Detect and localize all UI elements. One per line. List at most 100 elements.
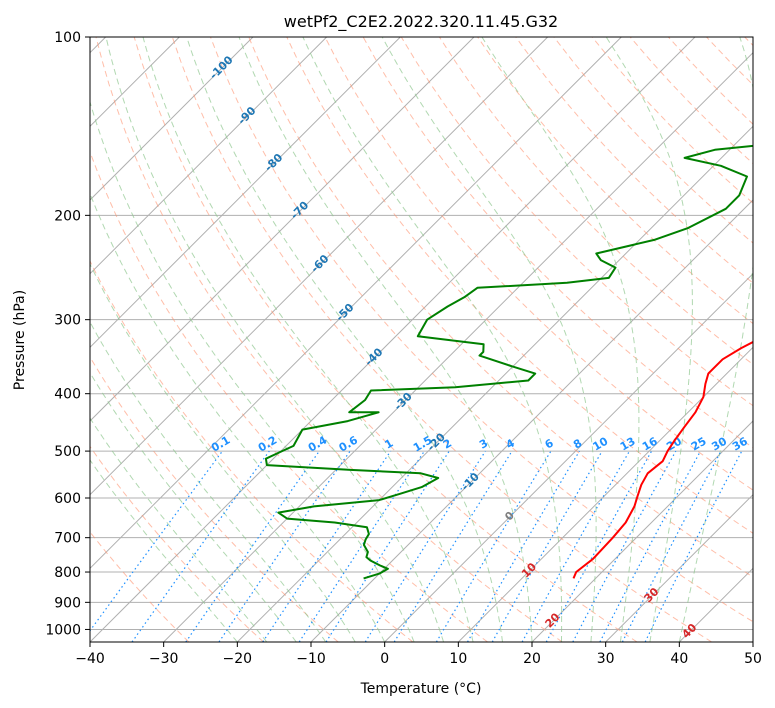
isotherm-label: -100 [207, 53, 236, 82]
isotherm-label: -80 [262, 151, 285, 174]
mixing-ratio-line [90, 450, 223, 632]
plot-frame [89, 36, 754, 643]
temperature-profile-line [572, 340, 753, 579]
moist-adiabat [90, 262, 356, 642]
dry-adiabat [248, 37, 753, 578]
moist-adiabat [90, 192, 386, 642]
dry-adiabat [438, 37, 753, 366]
x-tick-label: −30 [149, 651, 179, 667]
mixing-ratio-line [393, 450, 513, 642]
background-lines: 0.1 0.2 0.4 0.6 1 1.5 2 3 4 6 8 10 13 16 20 25 30 36-100-… [90, 37, 753, 642]
dry-adiabat [90, 531, 190, 642]
x-tick-label: 0 [380, 651, 389, 667]
isotherm-line [90, 37, 622, 570]
dry-adiabat [668, 37, 753, 125]
moist-adiabat [90, 417, 268, 642]
mixing-ratio-line [298, 450, 425, 642]
y-tick-label: 100 [54, 30, 81, 46]
mixing-ratio-line [466, 450, 580, 642]
isotherm-line [90, 37, 696, 642]
mixing-ratio-line [262, 450, 392, 642]
mixing-ratio-line [599, 450, 702, 642]
isotherm-line [90, 37, 475, 422]
isotherm-line [678, 567, 753, 642]
moist-adiabat [142, 37, 474, 642]
x-tick-label: 10 [449, 651, 467, 667]
moist-adiabat [381, 37, 597, 642]
isotherm-label: -70 [288, 198, 311, 221]
moist-adiabat [90, 459, 238, 642]
y-tick-label: 500 [54, 444, 81, 460]
y-axis-label: Pressure (hPa) [12, 290, 28, 390]
dewpoint-profile-line [264, 144, 753, 580]
y-tick-label: 900 [54, 595, 81, 611]
dry-adiabat [286, 37, 753, 534]
isotherm-line [90, 37, 401, 349]
dry-adiabat [133, 37, 638, 642]
isotherm-line [163, 51, 753, 642]
mixing-ratio-line [218, 450, 351, 642]
mixing-ratio-line [435, 450, 552, 642]
isotherm-label: -10 [459, 470, 482, 493]
isotherm-line [90, 37, 254, 201]
x-tick-label: −10 [296, 651, 326, 667]
isotherm-label: 20 [543, 610, 563, 630]
y-tick-label: 400 [54, 387, 81, 403]
dry-adiabat [706, 37, 753, 86]
dry-adiabat [515, 37, 753, 284]
moist-adiabat [90, 321, 327, 642]
dry-adiabat [90, 445, 264, 642]
mixing-ratio-line [545, 450, 653, 642]
mixing-ratio-line [185, 450, 320, 642]
dry-adiabat [171, 37, 712, 642]
isotherm-line [752, 641, 753, 642]
dry-adiabat [553, 37, 753, 244]
mixing-ratio-line [572, 450, 677, 642]
moist-adiabat [186, 37, 503, 642]
mixing-ratio-label: 4 [504, 436, 517, 451]
isotherm-line [384, 272, 753, 642]
y-tick-label: 800 [54, 565, 81, 581]
y-tick-label: 700 [54, 531, 81, 547]
isotherm-line [236, 125, 753, 642]
dry-adiabat [744, 37, 753, 47]
y-tick-label: 200 [54, 208, 81, 224]
moist-adiabat [678, 37, 753, 642]
isotherm-line [90, 37, 549, 496]
x-tick-label: 40 [670, 651, 688, 667]
mixing-ratio-line [131, 450, 270, 642]
moist-adiabat [302, 37, 563, 642]
profile-lines [264, 144, 753, 580]
isotherm-label: -90 [235, 104, 258, 127]
isotherm-label: -40 [362, 345, 385, 368]
mixing-ratio-line [364, 450, 486, 642]
moist-adiabat [90, 371, 297, 642]
dry-adiabat [210, 37, 753, 623]
dry-adiabat [90, 356, 339, 642]
y-tick-label: 1000 [45, 622, 81, 638]
mixing-ratio-line [644, 450, 743, 642]
moist-adiabat [105, 37, 445, 642]
x-axis-label: Temperature (°C) [360, 681, 482, 697]
x-tick-label: 50 [744, 651, 762, 667]
dry-adiabat [591, 37, 753, 204]
mixing-ratio-label: 6 [543, 436, 556, 451]
isotherm-line [457, 346, 753, 642]
y-tick-label: 300 [54, 313, 81, 329]
isotherm-line [605, 493, 753, 642]
y-tick-label: 600 [54, 491, 81, 507]
isotherm-line [90, 37, 328, 275]
mixing-ratio-line [325, 450, 450, 642]
isotherm-label: -60 [308, 252, 331, 275]
x-tick-label: 30 [597, 651, 615, 667]
moist-adiabat [238, 37, 533, 642]
isotherm-label: -50 [333, 301, 356, 324]
moist-adiabat [605, 37, 693, 642]
x-tick-label: 20 [523, 651, 541, 667]
dry-adiabat [477, 37, 753, 325]
x-tick-label: −40 [75, 651, 105, 667]
dry-adiabat [90, 259, 414, 642]
dry-adiabat [324, 37, 753, 491]
